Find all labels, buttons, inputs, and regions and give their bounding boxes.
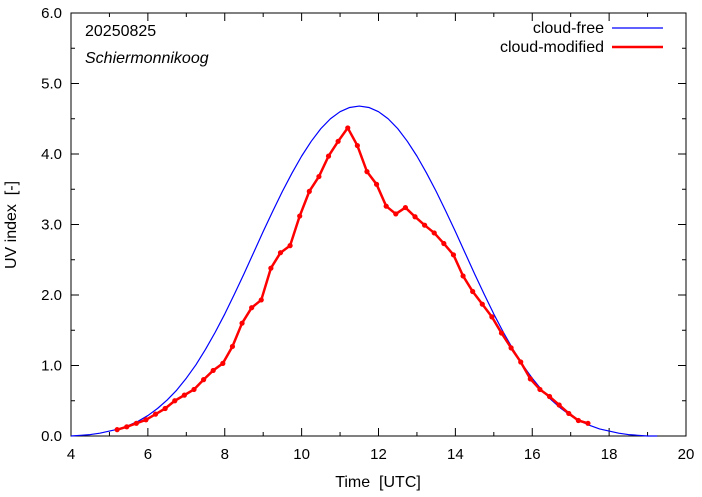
data-point-cloud-modified <box>152 411 159 417</box>
data-point-cloud-modified <box>489 314 495 320</box>
y-tick-label: 5.0 <box>41 76 62 93</box>
series-lines <box>70 105 658 437</box>
date-annotation: 20250825 <box>85 23 156 40</box>
data-point-cloud-modified <box>277 250 284 256</box>
y-tick-label: 2.0 <box>41 287 62 304</box>
legend-label-cloud-modified: cloud-modified <box>500 39 604 56</box>
data-point-cloud-modified <box>422 222 428 228</box>
data-point-cloud-modified <box>393 211 399 217</box>
data-point-cloud-modified <box>364 169 370 175</box>
x-tick-label: 10 <box>293 446 310 463</box>
data-point-cloud-modified <box>566 410 572 417</box>
data-point-cloud-modified <box>162 405 168 412</box>
x-tick-label: 14 <box>447 446 464 463</box>
data-point-cloud-modified <box>508 345 514 351</box>
data-point-cloud-modified <box>172 398 178 404</box>
data-point-cloud-modified <box>306 188 312 194</box>
data-point-cloud-modified <box>585 420 591 426</box>
data-point-cloud-modified <box>383 203 389 209</box>
data-point-cloud-modified <box>258 297 264 303</box>
y-axis-title: UV index [-] <box>3 181 20 269</box>
x-tick-label: 8 <box>221 446 229 463</box>
plot-frame <box>70 12 687 437</box>
data-point-cloud-modified <box>249 305 255 311</box>
y-tick-label: 0.0 <box>41 428 62 445</box>
data-point-cloud-modified <box>201 377 207 383</box>
series-points <box>114 125 591 433</box>
axis-ticks <box>70 12 687 437</box>
data-point-cloud-modified <box>220 360 226 366</box>
x-tick-label: 4 <box>67 446 75 463</box>
data-point-cloud-modified <box>546 393 553 400</box>
data-point-cloud-modified <box>345 125 351 131</box>
data-point-cloud-modified <box>181 392 187 398</box>
data-point-cloud-modified <box>316 173 322 180</box>
data-point-cloud-modified <box>450 252 457 258</box>
data-point-cloud-modified <box>229 343 236 350</box>
x-tick-label: 16 <box>524 446 541 463</box>
data-point-cloud-modified <box>537 386 543 393</box>
series-line-cloud-free <box>70 105 658 437</box>
data-point-cloud-modified <box>239 320 245 326</box>
data-point-cloud-modified <box>527 376 533 382</box>
data-point-cloud-modified <box>114 427 120 433</box>
y-tick-label: 3.0 <box>41 217 62 234</box>
data-point-cloud-modified <box>575 417 581 424</box>
data-point-cloud-modified <box>133 420 139 426</box>
data-point-cloud-modified <box>431 230 437 236</box>
x-tick-label: 12 <box>370 446 387 463</box>
legend-label-cloud-free: cloud-free <box>533 20 604 37</box>
legend: cloud-free cloud-modified <box>500 20 663 56</box>
data-point-cloud-modified <box>325 153 332 159</box>
data-point-cloud-modified <box>402 204 409 211</box>
data-point-cloud-modified <box>470 288 476 295</box>
data-point-cloud-modified <box>518 359 524 365</box>
data-point-cloud-modified <box>124 424 130 430</box>
data-point-cloud-modified <box>191 386 197 393</box>
data-point-cloud-modified <box>287 243 293 249</box>
series-line-cloud-modified <box>116 126 589 431</box>
data-point-cloud-modified <box>210 367 216 374</box>
data-point-cloud-modified <box>556 402 562 408</box>
x-tick-label: 20 <box>678 446 695 463</box>
location-annotation: Schiermonnikoog <box>85 50 209 67</box>
x-tick-label: 6 <box>144 446 152 463</box>
data-point-cloud-modified <box>297 213 303 219</box>
data-point-cloud-modified <box>354 142 360 149</box>
data-point-cloud-modified <box>479 301 485 307</box>
data-point-cloud-modified <box>460 273 466 279</box>
y-tick-label: 1.0 <box>41 358 62 375</box>
data-point-cloud-modified <box>268 265 274 271</box>
y-tick-label: 6.0 <box>41 5 62 22</box>
y-tick-label: 4.0 <box>41 146 62 163</box>
data-point-cloud-modified <box>498 330 505 336</box>
x-tick-labels: 4 6 8 10 12 14 16 18 20 <box>67 446 695 463</box>
x-axis-title: Time [UTC] <box>335 474 421 491</box>
data-point-cloud-modified <box>373 181 380 187</box>
data-point-cloud-modified <box>143 417 149 423</box>
y-tick-labels: 0.0 1.0 2.0 3.0 4.0 5.0 6.0 <box>41 5 62 445</box>
data-point-cloud-modified <box>412 214 418 220</box>
x-tick-label: 18 <box>601 446 618 463</box>
data-point-cloud-modified <box>441 240 447 247</box>
data-point-cloud-modified <box>335 138 341 144</box>
